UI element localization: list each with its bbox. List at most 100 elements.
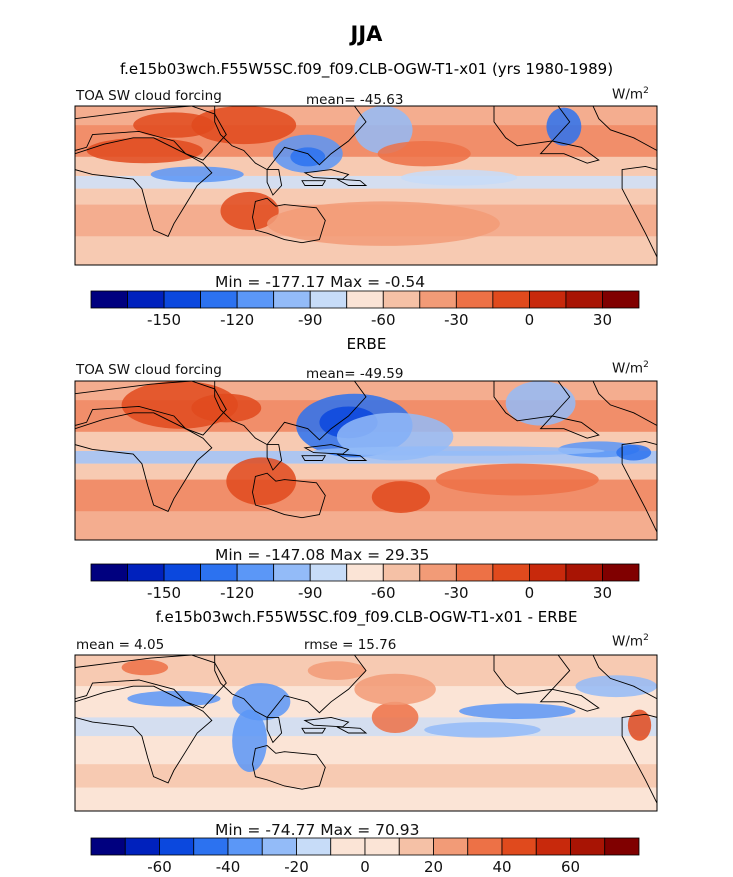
colorbar-swatch xyxy=(565,290,603,309)
map-contour-region xyxy=(435,463,599,496)
colorbar-tick-label: -150 xyxy=(147,311,181,329)
panel-1-minmax: Min = -177.17 Max = -0.54 xyxy=(215,273,426,291)
panel-3-minmax: Min = -74.77 Max = 70.93 xyxy=(215,821,420,839)
colorbar-tick-label: 0 xyxy=(525,311,535,329)
map-contour-region xyxy=(150,166,244,183)
map-band xyxy=(75,511,657,540)
colorbar-swatch xyxy=(227,837,263,856)
coastline xyxy=(75,137,213,237)
figure-title: JJA xyxy=(350,22,383,46)
colorbar-tick-label: 30 xyxy=(593,311,612,329)
colorbar-tick-label: 20 xyxy=(424,858,443,876)
colorbar-swatch xyxy=(90,837,126,856)
map-panel-1 xyxy=(74,105,658,266)
panel-1-units: W/m2 xyxy=(612,86,649,103)
colorbar-tick-label: -60 xyxy=(371,311,396,329)
colorbar-swatch xyxy=(163,563,201,582)
map-panel-3 xyxy=(74,654,658,812)
colorbar-tick-label: -30 xyxy=(444,584,469,602)
panel-3-rmse: rmse = 15.76 xyxy=(304,637,397,653)
colorbar-swatch xyxy=(236,290,275,309)
panel-2-minmax: Min = -147.08 Max = 29.35 xyxy=(215,546,430,564)
colorbar-swatch xyxy=(455,290,494,309)
coastline xyxy=(493,655,571,695)
map-contour-region xyxy=(575,675,657,698)
colorbar-2: -150 -120 -90 -60 -30 0 30 xyxy=(90,563,640,602)
map-contour-region xyxy=(354,106,413,154)
coastline xyxy=(75,685,213,784)
map-contour-region xyxy=(267,201,500,246)
coastline xyxy=(539,415,600,439)
map-contour-region xyxy=(127,690,221,707)
colorbar-tick-label: -40 xyxy=(216,858,241,876)
colorbar-tick-label: -20 xyxy=(284,858,309,876)
map-field-3 xyxy=(75,655,657,811)
map-contour-region xyxy=(313,446,605,456)
map-frame xyxy=(74,654,658,812)
map-contour-region xyxy=(505,381,576,426)
colorbar-swatch xyxy=(382,290,421,309)
coastline xyxy=(303,716,350,728)
colorbar-swatch xyxy=(309,563,348,582)
coastline xyxy=(266,716,283,744)
colorbar-swatch xyxy=(296,837,332,856)
colorbar-tick-label: -120 xyxy=(220,584,254,602)
map-contour-region xyxy=(133,112,215,138)
colorbar-tick-label: 40 xyxy=(492,858,511,876)
coastline xyxy=(493,106,571,147)
panel-3-units: W/m2 xyxy=(612,633,649,650)
colorbar-swatch xyxy=(492,290,530,309)
panel-3-subtitle: f.e15b03wch.F55W5SC.f09_f09.CLB-OGW-T1-x… xyxy=(155,608,578,626)
coastline xyxy=(303,444,350,455)
map-contour-region xyxy=(459,703,576,719)
colorbar-swatch xyxy=(433,837,469,856)
panel-2-subtitle: ERBE xyxy=(346,335,387,353)
coastline xyxy=(539,140,600,164)
colorbar-swatch xyxy=(398,837,434,856)
colorbar-swatch xyxy=(346,563,384,582)
panel-2-units: W/m2 xyxy=(612,360,649,377)
coastline xyxy=(336,453,368,461)
colorbar-swatch xyxy=(455,563,494,582)
map-contour-region xyxy=(226,457,297,506)
coastline xyxy=(266,169,283,196)
coastline xyxy=(214,655,367,718)
coastline xyxy=(301,727,327,734)
colorbar-tick-label: -60 xyxy=(147,858,172,876)
colorbar-swatch xyxy=(193,837,229,856)
colorbar-tick-label: 60 xyxy=(561,858,580,876)
coastline xyxy=(539,688,600,712)
coastline xyxy=(252,745,326,790)
panel-1-field-label: TOA SW cloud forcing xyxy=(76,88,222,104)
panel-3-mean: mean = 4.05 xyxy=(76,637,165,653)
colorbar-swatch xyxy=(419,563,457,582)
colorbar-swatch xyxy=(273,290,311,309)
panel-2-mean: mean= -49.59 xyxy=(306,366,404,382)
coastline xyxy=(336,726,368,734)
colorbar-swatch xyxy=(529,563,567,582)
colorbar-tick-label: 30 xyxy=(593,584,612,602)
map-contour-region xyxy=(377,140,471,167)
colorbar-swatch xyxy=(159,837,195,856)
colorbar-swatch xyxy=(565,563,603,582)
map-contour-region xyxy=(371,701,419,734)
panel-1-mean: mean= -45.63 xyxy=(306,92,404,108)
colorbar-tick-label: -90 xyxy=(298,584,323,602)
colorbar-swatch xyxy=(602,290,640,309)
colorbar-swatch xyxy=(382,563,421,582)
colorbar-swatch xyxy=(261,837,297,856)
colorbar-swatch xyxy=(529,290,567,309)
coastline xyxy=(592,655,657,700)
coastline xyxy=(301,180,327,186)
map-band xyxy=(75,764,657,788)
map-contour-region xyxy=(220,191,279,231)
coastline xyxy=(214,106,367,171)
map-contour-region xyxy=(86,137,204,164)
map-contour-region xyxy=(354,673,436,705)
colorbar-swatch xyxy=(419,290,457,309)
colorbar-swatch xyxy=(163,290,201,309)
colorbar-tick-label: -60 xyxy=(371,584,396,602)
coastline xyxy=(621,165,657,258)
map-band xyxy=(75,787,657,811)
colorbar-tick-label: -90 xyxy=(298,311,323,329)
